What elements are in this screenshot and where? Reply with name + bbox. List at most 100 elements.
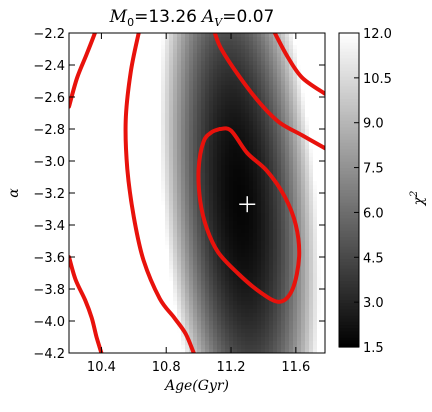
- heatmap-cell: [89, 301, 94, 306]
- heatmap-cell: [149, 229, 154, 234]
- heatmap-cell: [265, 325, 270, 330]
- heatmap-cell: [281, 145, 286, 150]
- heatmap-cell: [217, 77, 222, 82]
- heatmap-cell: [77, 261, 82, 266]
- heatmap-cell: [221, 149, 226, 154]
- heatmap-cell: [297, 277, 302, 282]
- heatmap-cell: [141, 57, 146, 62]
- heatmap-cell: [317, 53, 322, 58]
- heatmap-cell: [269, 57, 274, 62]
- heatmap-cell: [285, 329, 290, 334]
- heatmap-cell: [173, 305, 178, 310]
- heatmap-cell: [73, 249, 78, 254]
- heatmap-cell: [193, 245, 198, 250]
- heatmap-cell: [181, 157, 186, 162]
- heatmap-cell: [85, 125, 90, 130]
- heatmap-cell: [177, 197, 182, 202]
- heatmap-cell: [205, 153, 210, 158]
- heatmap-cell: [197, 97, 202, 102]
- heatmap-cell: [185, 117, 190, 122]
- heatmap-cell: [265, 37, 270, 42]
- heatmap-cell: [217, 201, 222, 206]
- heatmap-cell: [81, 189, 86, 194]
- heatmap-cell: [201, 93, 206, 98]
- heatmap-cell: [153, 261, 158, 266]
- heatmap-cell: [73, 237, 78, 242]
- heatmap-cell: [169, 281, 174, 286]
- heatmap-cell: [221, 225, 226, 230]
- heatmap-cell: [185, 45, 190, 50]
- heatmap-cell: [269, 257, 274, 262]
- heatmap-cell: [157, 237, 162, 242]
- heatmap-cell: [273, 321, 278, 326]
- heatmap-cell: [109, 249, 114, 254]
- heatmap-cell: [149, 325, 154, 330]
- heatmap-cell: [313, 169, 318, 174]
- heatmap-cell: [273, 61, 278, 66]
- heatmap-cell: [221, 321, 226, 326]
- heatmap-cell: [185, 169, 190, 174]
- heatmap-cell: [161, 217, 166, 222]
- heatmap-cell: [109, 173, 114, 178]
- heatmap-cell: [113, 285, 118, 290]
- heatmap-cell: [73, 45, 78, 50]
- heatmap-cell: [165, 257, 170, 262]
- heatmap-cell: [93, 173, 98, 178]
- heatmap-cell: [309, 89, 314, 94]
- heatmap-cell: [197, 217, 202, 222]
- heatmap-cell: [285, 193, 290, 198]
- heatmap-cell: [297, 65, 302, 70]
- heatmap-cell: [229, 77, 234, 82]
- heatmap-cell: [117, 281, 122, 286]
- heatmap-cell: [85, 313, 90, 318]
- heatmap-cell: [157, 133, 162, 138]
- heatmap-cell: [253, 265, 258, 270]
- heatmap-cell: [73, 257, 78, 262]
- heatmap-cell: [273, 69, 278, 74]
- heatmap-cell: [301, 273, 306, 278]
- heatmap-cell: [293, 141, 298, 146]
- heatmap-cell: [169, 145, 174, 150]
- heatmap-cell: [137, 321, 142, 326]
- heatmap-cell: [69, 61, 74, 66]
- heatmap-cell: [157, 145, 162, 150]
- heatmap-cell: [173, 117, 178, 122]
- heatmap-cell: [113, 105, 118, 110]
- heatmap-cell: [301, 173, 306, 178]
- heatmap-cell: [157, 181, 162, 186]
- heatmap-cell: [269, 181, 274, 186]
- heatmap-cell: [233, 273, 238, 278]
- heatmap-cell: [281, 157, 286, 162]
- heatmap-cell: [201, 89, 206, 94]
- heatmap-cell: [113, 169, 118, 174]
- heatmap-cell: [73, 141, 78, 146]
- heatmap-cell: [153, 113, 158, 118]
- heatmap-cell: [265, 305, 270, 310]
- heatmap-cell: [185, 197, 190, 202]
- heatmap-cell: [113, 193, 118, 198]
- heatmap-cell: [233, 157, 238, 162]
- heatmap-cell: [181, 301, 186, 306]
- heatmap-cell: [209, 341, 214, 346]
- heatmap-cell: [137, 277, 142, 282]
- heatmap-cell: [69, 277, 74, 282]
- heatmap-cell: [237, 45, 242, 50]
- heatmap-cell: [301, 121, 306, 126]
- heatmap-cell: [209, 89, 214, 94]
- title-av-value: =0.07: [222, 7, 274, 27]
- heatmap-cell: [109, 269, 114, 274]
- heatmap-cell: [309, 273, 314, 278]
- heatmap-cell: [181, 93, 186, 98]
- heatmap-cell: [245, 181, 250, 186]
- heatmap-cell: [77, 137, 82, 142]
- heatmap-cell: [261, 305, 266, 310]
- heatmap-cell: [113, 313, 118, 318]
- heatmap-cell: [289, 89, 294, 94]
- heatmap-cell: [285, 333, 290, 338]
- heatmap-cell: [105, 153, 110, 158]
- heatmap-cell: [209, 61, 214, 66]
- heatmap-cell: [113, 133, 118, 138]
- heatmap-cell: [129, 273, 134, 278]
- heatmap-cell: [289, 185, 294, 190]
- heatmap-cell: [177, 337, 182, 342]
